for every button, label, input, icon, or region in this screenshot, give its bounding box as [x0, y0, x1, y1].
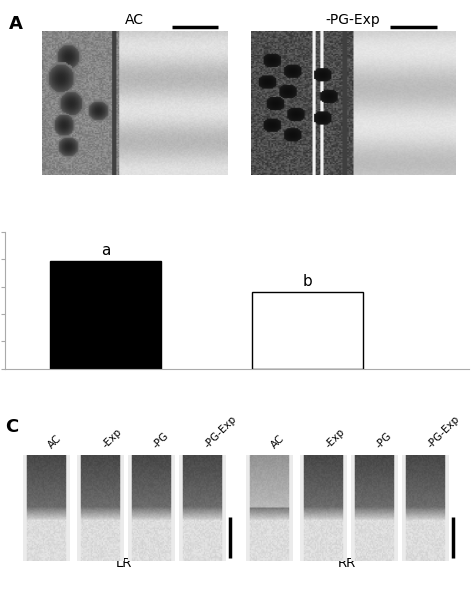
- Text: AC: AC: [270, 433, 287, 450]
- Text: -PG-Exp: -PG-Exp: [326, 14, 381, 27]
- Text: A: A: [9, 15, 23, 33]
- Text: -Exp: -Exp: [323, 427, 346, 450]
- Bar: [50, 261, 161, 369]
- Text: -PG-Exp: -PG-Exp: [202, 414, 238, 450]
- Text: CW: CW: [356, 103, 378, 116]
- Text: -Exp: -Exp: [100, 427, 123, 450]
- Text: -PG: -PG: [151, 430, 171, 450]
- Bar: [252, 292, 363, 369]
- Text: a: a: [101, 243, 110, 258]
- Text: CW: CW: [152, 103, 173, 116]
- Text: -PG: -PG: [374, 430, 394, 450]
- Text: RR: RR: [338, 557, 356, 570]
- Text: LR: LR: [116, 557, 133, 570]
- Text: -PG-Exp: -PG-Exp: [425, 414, 461, 450]
- Text: C: C: [5, 418, 18, 436]
- Text: b: b: [303, 274, 312, 289]
- Text: AC: AC: [125, 14, 144, 27]
- Text: AC: AC: [46, 433, 64, 450]
